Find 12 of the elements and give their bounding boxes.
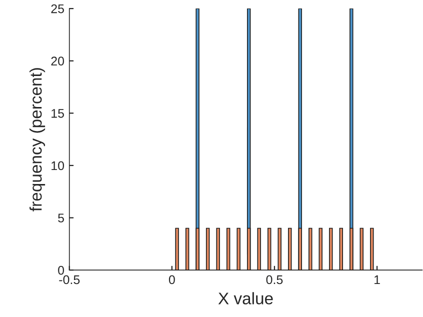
x-tick-label: 0.5 bbox=[266, 275, 283, 284]
y-axis-title: frequency (percent) bbox=[30, 68, 46, 212]
x-tick-label: 1 bbox=[374, 275, 380, 284]
y-tick-label: 20 bbox=[51, 56, 64, 66]
y-tick-label: 0 bbox=[58, 266, 64, 275]
y-tick-label: 5 bbox=[58, 214, 64, 222]
x-tick-label: -0.5 bbox=[59, 275, 80, 284]
y-tick-label: 25 bbox=[51, 4, 64, 14]
x-tick-label: 0 bbox=[168, 275, 175, 284]
y-tick-label: 10 bbox=[52, 161, 64, 170]
x-axis-title: X value bbox=[218, 292, 273, 304]
y-tick-label: 15 bbox=[52, 109, 64, 118]
